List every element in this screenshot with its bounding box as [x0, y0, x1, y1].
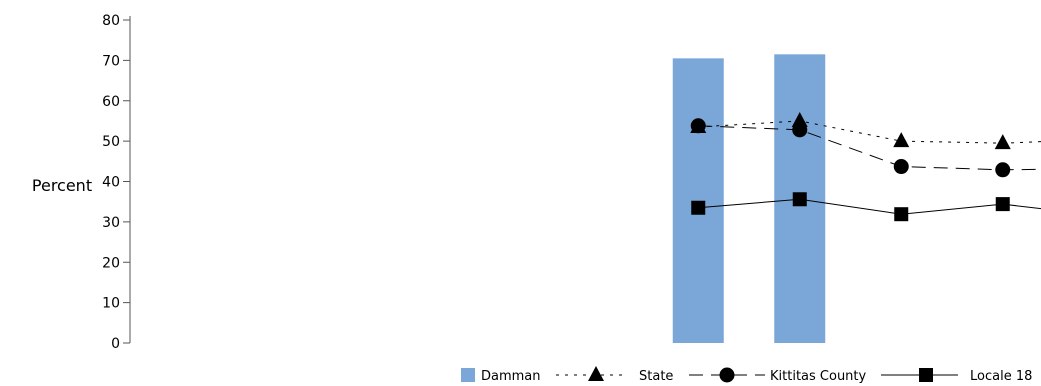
y-tick-label: 80 — [102, 13, 120, 29]
legend-label: Kittitas County — [770, 369, 867, 384]
legend-swatch — [461, 368, 475, 382]
legend-item-kittitas-county: Kittitas County — [689, 367, 867, 384]
series-line-locale-18 — [698, 198, 1041, 215]
marker-kittitas-county — [690, 118, 706, 134]
series-state — [690, 111, 1041, 150]
y-tick-label: 0 — [111, 336, 120, 352]
marker-kittitas-county — [792, 122, 808, 138]
y-axis-title: Percent — [32, 176, 92, 195]
legend-item-damman: Damman — [461, 368, 541, 384]
series-line-kittitas-county — [698, 125, 1041, 171]
y-tick-label: 70 — [102, 53, 120, 69]
legend-item-locale-18: Locale 18 — [881, 368, 1032, 384]
marker-locale-18 — [995, 197, 1010, 212]
legend-marker — [919, 368, 933, 382]
y-axis: 0 10 20 30 40 50 60 70 80 Percent — [32, 13, 131, 352]
marker-kittitas-county — [995, 162, 1011, 178]
legend-item-state: State — [556, 366, 673, 384]
marker-state — [994, 134, 1011, 150]
marker-state — [893, 132, 910, 148]
bars — [672, 54, 826, 343]
marker-kittitas-county — [893, 159, 909, 175]
y-tick-label: 10 — [102, 296, 120, 312]
legend-label: State — [639, 369, 673, 384]
y-tick-label: 20 — [102, 255, 120, 271]
series-locale-18 — [691, 192, 1041, 222]
y-ticks: 0 10 20 30 40 50 60 70 80 — [102, 13, 130, 352]
marker-state — [791, 111, 808, 127]
legend: Damman State Kittitas County Locale 18 — [461, 366, 1032, 384]
y-tick-label: 60 — [102, 94, 120, 110]
legend-label: Locale 18 — [970, 369, 1032, 384]
y-tick-label: 50 — [102, 134, 120, 150]
lines — [690, 111, 1041, 222]
legend-label: Damman — [481, 369, 541, 384]
marker-locale-18 — [792, 192, 807, 207]
series-line-state — [698, 120, 1041, 144]
y-tick-label: 40 — [102, 175, 120, 191]
bar-damman — [672, 58, 724, 343]
marker-locale-18 — [894, 207, 909, 222]
marker-locale-18 — [691, 200, 706, 215]
legend-marker — [719, 367, 735, 383]
series-kittitas-county — [690, 118, 1041, 178]
y-tick-label: 30 — [102, 215, 120, 231]
legend-marker — [588, 366, 604, 381]
